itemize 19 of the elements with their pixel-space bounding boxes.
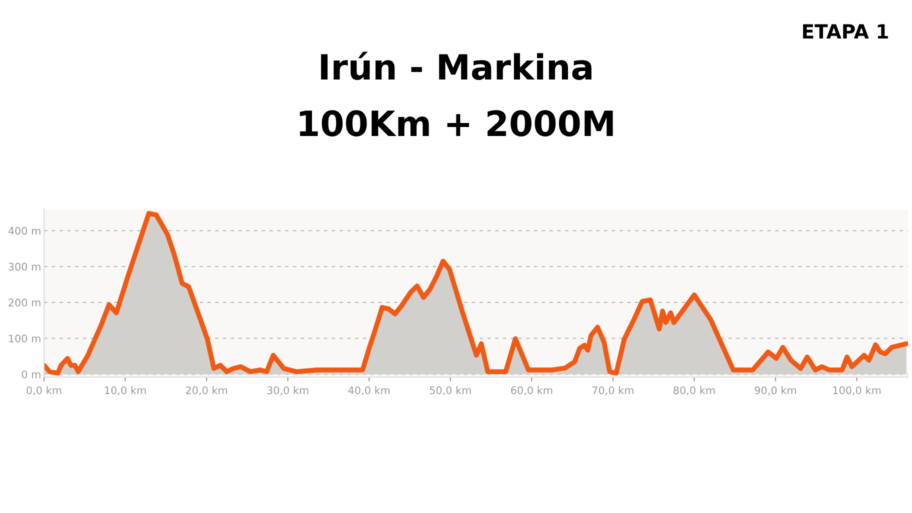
x-tick-label: 40,0 km bbox=[348, 386, 390, 396]
x-tick-label: 80,0 km bbox=[674, 386, 715, 396]
y-tick-label: 200 m bbox=[8, 298, 40, 307]
x-tick-label: 70,0 km bbox=[592, 386, 634, 396]
text: ETAPA 1 bbox=[803, 24, 888, 38]
x-tick-label: 50,0 km bbox=[430, 386, 471, 396]
x-tick-label: 0,0 km bbox=[26, 386, 62, 396]
y-tick-label: 0 m bbox=[22, 370, 40, 378]
y-tick-label: 300 m bbox=[8, 262, 40, 271]
x-tick-label: 10,0 km bbox=[105, 386, 146, 396]
x-tick-label: 60,0 km bbox=[511, 386, 552, 396]
y-tick-label: 400 m bbox=[8, 226, 40, 235]
x-tick-label: 30,0 km bbox=[267, 386, 308, 396]
chart-subtitle: 100Km + 2000M bbox=[300, 110, 613, 136]
chart-title: Irún - Markina bbox=[321, 52, 592, 80]
x-tick-label: 20,0 km bbox=[186, 386, 228, 396]
x-tick-label: 90,0 km bbox=[754, 386, 796, 396]
x-tick-label: 100,0 km bbox=[833, 386, 881, 396]
y-tick-label: 100 m bbox=[9, 334, 40, 342]
